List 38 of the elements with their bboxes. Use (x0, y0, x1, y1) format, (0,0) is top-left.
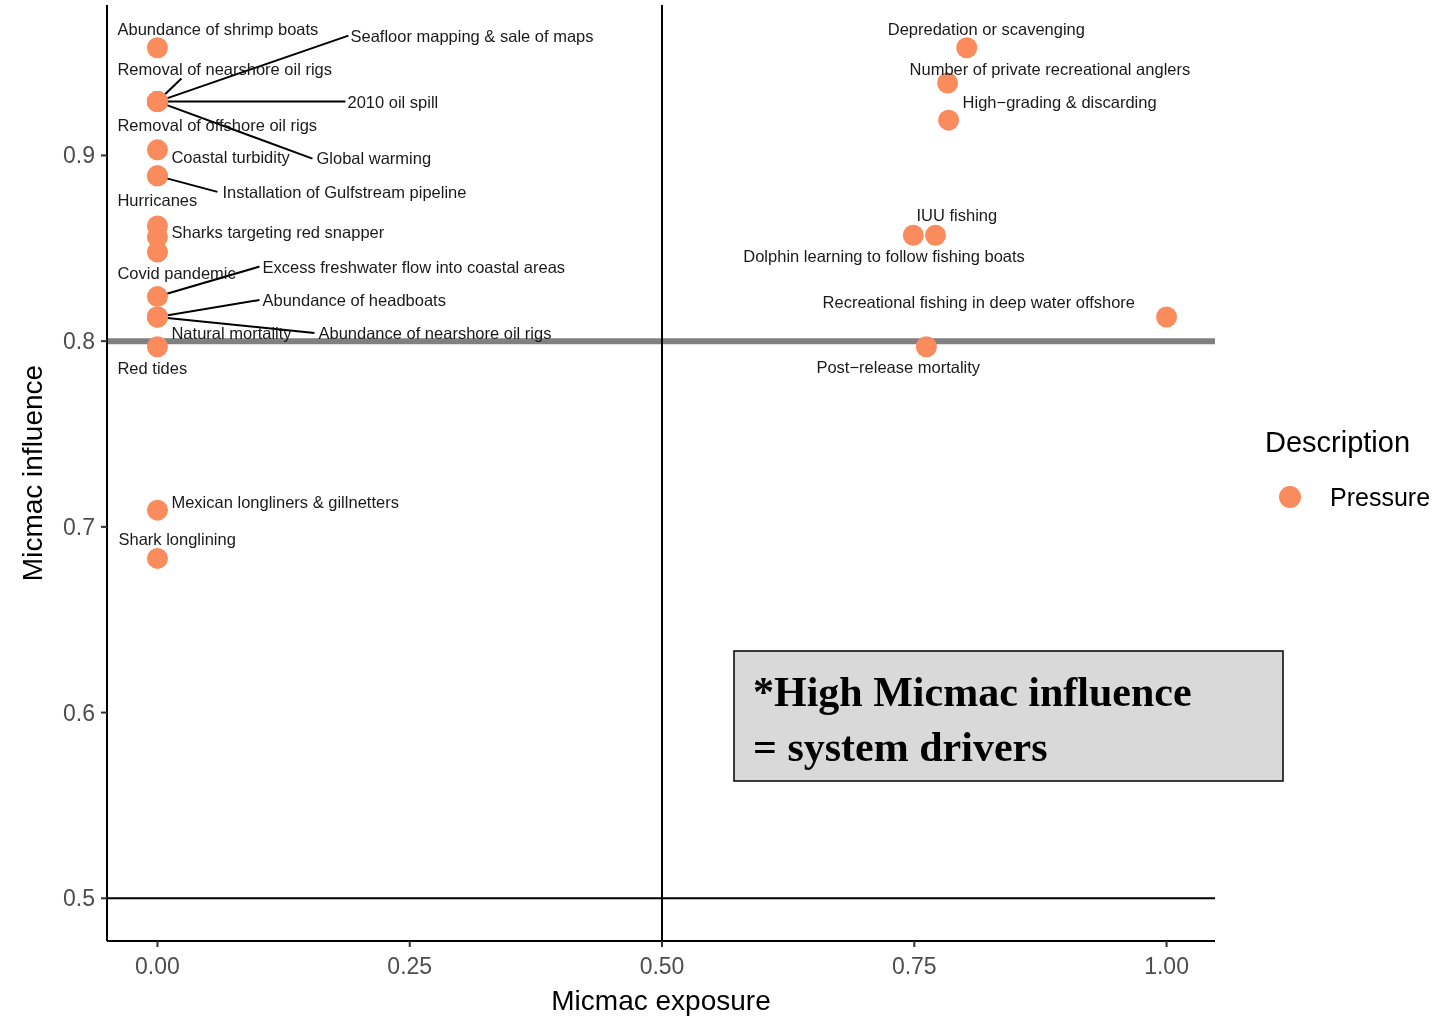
x-axis-title: Micmac exposure (551, 985, 771, 1016)
annotation: Installation of Gulfstream pipeline (222, 182, 467, 201)
annotation: Shark longlining (118, 530, 236, 549)
annotation: Abundance of headboats (262, 291, 446, 309)
y-tick-label: 0.8 (63, 328, 95, 355)
annotation: Covid pandemic (117, 264, 236, 282)
x-tick-label: 0.75 (891, 953, 937, 979)
annotation: *High Micmac influence = system drivers (753, 669, 1192, 770)
annotation: Excess freshwater flow into coastal areas (262, 257, 566, 276)
annotation: Sharks targeting red snapper (171, 223, 385, 241)
annotation: Abundance of nearshore oil rigs (318, 324, 552, 342)
legend-title: Description (1265, 426, 1411, 458)
x-tick-label: 0.25 (387, 953, 433, 979)
annotation: IUU fishing (916, 206, 998, 225)
y-tick-label: 0.5 (63, 885, 95, 912)
annotation: Natural mortality (171, 324, 293, 342)
annotation: Dolphin learning to follow fishing boats (743, 247, 1025, 266)
annotation: Abundance of shrimp boats (117, 19, 319, 38)
annotation: Number of private recreational anglers (909, 60, 1191, 78)
annotation: Post−release mortality (816, 357, 981, 376)
y-tick-label: 0.7 (63, 513, 95, 540)
y-tick-label: 0.6 (63, 699, 95, 726)
annotation: Recreational fishing in deep water offshore (822, 293, 1136, 311)
x-tick-label: 0.50 (639, 953, 685, 979)
x-tick-label: 0.00 (135, 953, 180, 979)
annotation: High−grading & discarding (962, 93, 1157, 112)
legend-label: Pressure (1330, 482, 1431, 511)
annotation: Seafloor mapping & sale of maps (350, 26, 594, 45)
annotation: Global warming (316, 148, 432, 167)
annotation: Red tides (117, 358, 188, 377)
annotation: Mexican longliners & gillnetters (171, 493, 399, 512)
y-axis-title: Micmac influence (17, 364, 48, 582)
annotation: Coastal turbidity (171, 147, 291, 166)
x-tick-label: 1.00 (1144, 953, 1189, 979)
annotation: Depredation or scavenging (887, 19, 1085, 38)
annotation: 2010 oil spill (347, 92, 439, 111)
y-tick-label: 0.9 (63, 142, 95, 169)
annotation: Hurricanes (117, 190, 198, 209)
